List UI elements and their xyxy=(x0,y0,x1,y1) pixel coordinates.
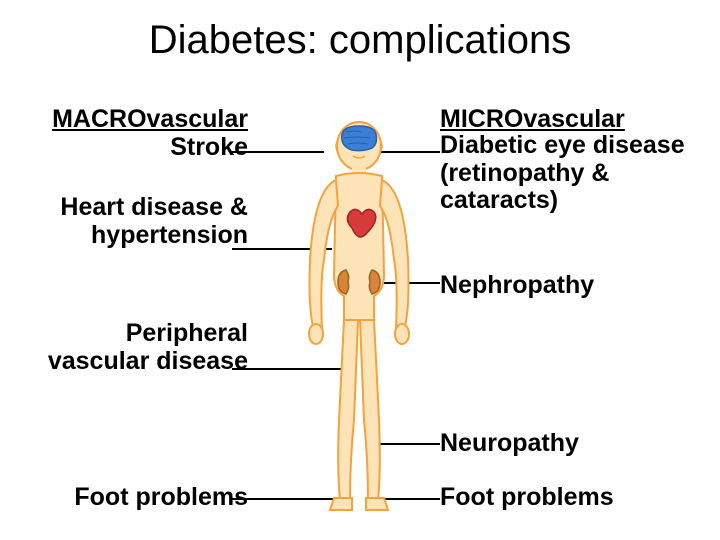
label-foot-right: Foot problems xyxy=(440,484,670,512)
micro-heading: MICROvascular xyxy=(440,106,670,134)
label-eye-disease: Diabetic eye disease (retinopathy & cata… xyxy=(440,132,690,215)
label-heart-disease: Heart disease & hypertension xyxy=(18,194,248,249)
label-foot-left: Foot problems xyxy=(18,484,248,512)
page-title: Diabetes: complications xyxy=(0,18,720,63)
label-neuropathy: Neuropathy xyxy=(440,430,670,458)
label-nephropathy: Nephropathy xyxy=(440,272,670,300)
label-pvd: Peripheral vascular disease xyxy=(18,320,248,375)
brain-icon xyxy=(342,126,377,151)
label-stroke: Stroke xyxy=(18,134,248,162)
human-figure xyxy=(284,120,434,520)
macro-heading: MACROvascular xyxy=(18,106,248,134)
